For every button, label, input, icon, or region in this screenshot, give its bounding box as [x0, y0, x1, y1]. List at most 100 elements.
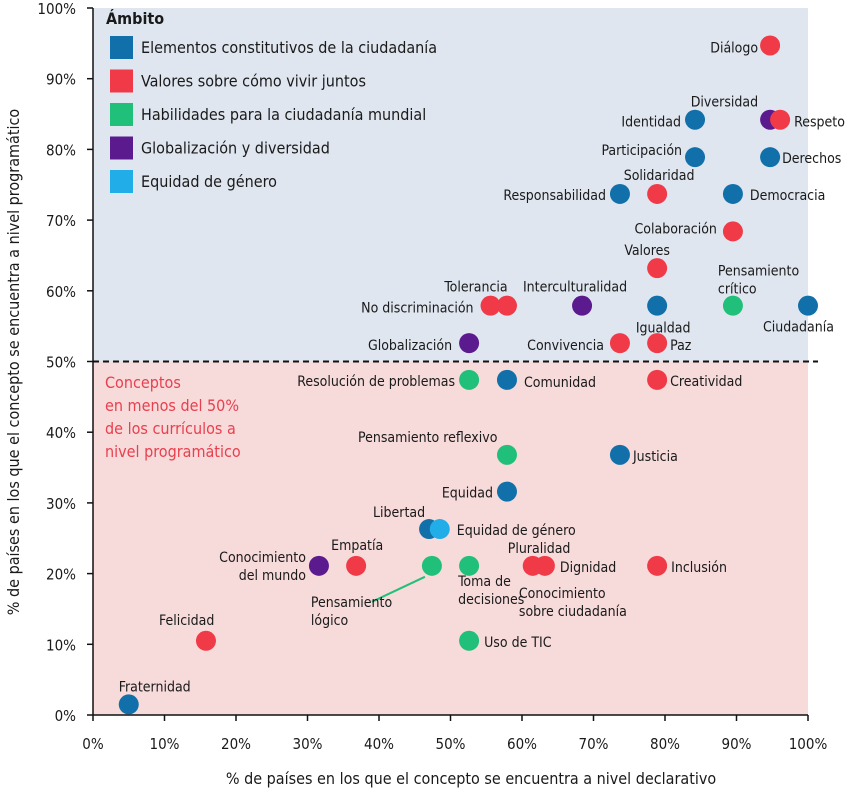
label-democracia: Democracia	[750, 188, 825, 204]
point-identidad	[685, 109, 706, 130]
label-toma-de-decisiones: Toma de decisiones	[457, 574, 524, 608]
label-igualdad: Igualdad	[636, 321, 691, 337]
label-paz: Paz	[670, 338, 692, 354]
y-tick-label: 30%	[46, 495, 76, 513]
region-note-line: de los currículos a	[105, 419, 236, 438]
label-convivencia: Convivencia	[527, 338, 604, 354]
point-interculturalidad	[572, 295, 593, 316]
point-valores	[647, 258, 668, 279]
y-tick-label: 80%	[46, 141, 76, 159]
point-globalizacion	[459, 333, 480, 354]
label-felicidad: Felicidad	[159, 613, 214, 629]
point-labels: Diálogo Diversidad Respeto Identidad Partici…	[119, 40, 845, 695]
point-empatia	[346, 555, 367, 576]
x-tick-label: 40%	[364, 735, 394, 753]
x-tick-label: 20%	[221, 735, 251, 753]
point-felicidad	[195, 630, 216, 651]
label-uso-de-tic: Uso de TIC	[484, 635, 552, 651]
region-note: Conceptos en menos del 50% de los currícul…	[105, 373, 241, 461]
point-pensamiento-logico	[421, 555, 442, 576]
y-tick-label: 50%	[46, 354, 76, 372]
legend-item-valores: Valores sobre cómo vivir juntos	[141, 72, 366, 91]
legend-item-equidad: Equidad de género	[141, 172, 277, 191]
point-comunidad	[496, 369, 517, 390]
y-tick-label: 0%	[55, 707, 77, 725]
y-tick-label: 100%	[37, 0, 76, 18]
data-points	[118, 35, 818, 715]
x-tick-label: 60%	[507, 735, 537, 753]
label-conocimiento-sobre-ciudadania: Conocimiento sobre ciudadanía	[519, 586, 627, 620]
point-paz	[647, 333, 668, 354]
label-empatia: Empatía	[331, 538, 383, 554]
legend-swatch-habilidades	[110, 103, 133, 126]
point-dignidad	[534, 555, 555, 576]
x-tick-label: 30%	[293, 735, 323, 753]
point-tolerancia	[496, 295, 517, 316]
label-pensamiento-reflexivo: Pensamiento reflexivo	[358, 430, 498, 446]
x-tick-label: 50%	[436, 735, 466, 753]
label-dignidad: Dignidad	[560, 560, 616, 576]
region-note-line: Conceptos	[105, 373, 181, 392]
label-equidad: Equidad	[442, 486, 493, 502]
label-interculturalidad: Interculturalidad	[523, 280, 627, 296]
point-convivencia	[609, 333, 630, 354]
point-creatividad	[647, 369, 668, 390]
legend-item-globalizacion: Globalización y diversidad	[141, 139, 330, 158]
legend-item-habilidades: Habilidades para la ciudadanía mundial	[141, 105, 426, 124]
point-resolucion-de-problemas	[459, 369, 480, 390]
label-creatividad: Creatividad	[670, 374, 742, 390]
point-equidad-de-genero	[429, 519, 450, 540]
label-identidad: Identidad	[621, 115, 681, 131]
point-responsabilidad	[609, 183, 630, 204]
y-tick-label: 40%	[46, 424, 76, 442]
legend-swatch-valores	[110, 69, 133, 93]
point-colaboracion	[722, 221, 743, 242]
tick-labels: 0% 10% 20% 30% 40% 50% 60% 70% 80% 90% 100% 0% 10% 20…	[37, 0, 827, 753]
label-no-discriminacion: No discriminación	[361, 301, 473, 317]
label-globalizacion: Globalización	[368, 338, 452, 354]
x-tick-label: 90%	[722, 735, 752, 753]
legend-swatch-equidad	[110, 170, 133, 193]
x-tick-label: 70%	[579, 735, 609, 753]
leader-pensamiento-logico	[371, 575, 426, 603]
point-respeto	[770, 109, 791, 130]
point-democracia	[722, 183, 743, 204]
point-solidaridad	[647, 183, 668, 204]
point-dialogo	[760, 35, 781, 56]
point-derechos	[760, 147, 781, 168]
x-tick-label: 100%	[789, 735, 828, 753]
x-tick-label: 0%	[82, 735, 104, 753]
legend: Ámbito Elementos constitutivos de la ciud…	[106, 9, 437, 193]
y-tick-label: 20%	[46, 566, 76, 584]
label-pensamiento-logico: Pensamiento lógico	[311, 595, 393, 629]
label-derechos: Derechos	[782, 151, 841, 167]
x-tick-label: 10%	[150, 735, 180, 753]
point-pensamiento-critico	[722, 295, 743, 316]
point-toma-de-decisiones	[459, 555, 480, 576]
point-pensamiento-reflexivo	[496, 444, 517, 465]
point-participacion	[685, 147, 706, 168]
legend-item-elementos: Elementos constitutivos de la ciudadanía	[141, 38, 437, 57]
point-no-discriminacion	[480, 295, 501, 316]
point-igualdad	[647, 295, 668, 316]
lower-region	[93, 361, 808, 715]
label-resolucion-de-problemas: Resolución de problemas	[297, 374, 455, 390]
point-equidad	[496, 481, 517, 502]
region-note-line: nivel programático	[105, 442, 241, 461]
label-participacion: Participación	[601, 143, 682, 159]
label-dialogo: Diálogo	[710, 40, 758, 56]
label-responsabilidad: Responsabilidad	[503, 188, 606, 204]
point-uso-de-tic	[459, 630, 480, 651]
y-axis-title: % de países en los que el concepto se en…	[4, 109, 23, 616]
label-valores: Valores	[624, 243, 670, 259]
y-tick-label: 10%	[46, 636, 76, 654]
label-colaboracion: Colaboración	[634, 221, 716, 237]
label-pluralidad: Pluralidad	[508, 541, 571, 557]
label-pensamiento-critico: Pensamiento crítico	[718, 264, 800, 298]
legend-swatch-elementos	[110, 36, 133, 59]
upper-region	[93, 8, 808, 362]
label-respeto: Respeto	[794, 115, 845, 131]
y-tick-label: 60%	[46, 283, 76, 301]
background-regions	[93, 8, 808, 715]
legend-title: Ámbito	[106, 9, 164, 28]
